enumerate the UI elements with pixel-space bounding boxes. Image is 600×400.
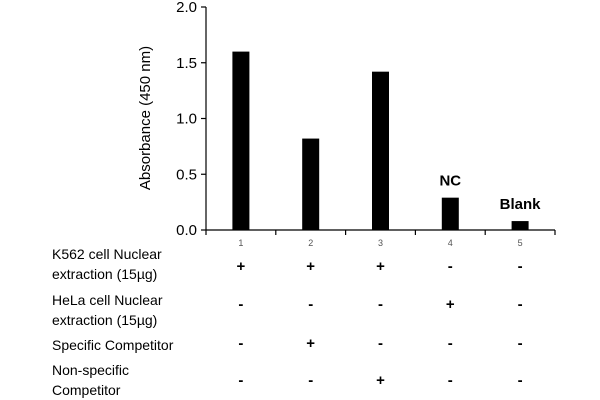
condition-sign: -: [447, 335, 453, 352]
condition-label-specific: Specific Competitor: [52, 335, 173, 355]
bar: [441, 197, 459, 230]
x-axis: 1 2 3 4 5: [205, 229, 556, 248]
condition-sign: -: [238, 296, 244, 313]
bar: [232, 51, 250, 230]
bar: [302, 138, 320, 230]
condition-label-nonspecific: Non-specific Competitor: [52, 360, 129, 400]
condition-sign: +: [306, 335, 316, 352]
x-tick-label: 2: [308, 238, 313, 248]
condition-label-line: extraction (15µg): [52, 266, 158, 282]
condition-sign: +: [445, 296, 455, 313]
condition-label-line: HeLa cell Nuclear: [52, 292, 163, 308]
x-tick-label: 3: [378, 238, 383, 248]
condition-label-line: extraction (15µg): [52, 312, 158, 328]
condition-sign: -: [378, 335, 383, 352]
condition-label-line: K562 cell Nuclear: [52, 246, 162, 262]
condition-sign: +: [236, 258, 246, 275]
x-tick-label: 1: [238, 238, 243, 248]
bar-annotation: Blank: [500, 196, 542, 213]
bar-annotations: NC Blank: [439, 173, 541, 213]
x-tick-label: 4: [448, 238, 453, 248]
condition-sign: -: [238, 335, 244, 352]
condition-sign: +: [376, 372, 385, 389]
condition-sign: -: [308, 372, 314, 389]
y-tick-label: 1.0: [176, 111, 197, 128]
bar-annotation: NC: [439, 173, 461, 190]
condition-label-hela: HeLa cell Nuclear extraction (15µg): [52, 290, 163, 330]
y-tick-label: 2.0: [176, 0, 197, 16]
condition-sign: +: [306, 258, 316, 275]
condition-label-line: Specific Competitor: [52, 337, 174, 353]
bar: [372, 71, 389, 230]
condition-label-line: Non-specific: [52, 362, 130, 378]
y-tick-label: 0.0: [176, 222, 197, 239]
condition-sign: -: [517, 258, 523, 275]
condition-sign: -: [308, 296, 314, 313]
y-tick-label: 0.5: [176, 166, 197, 183]
y-axis-label: Absorbance (450 nm): [137, 46, 154, 190]
condition-sign: -: [517, 296, 523, 313]
bars: [232, 51, 529, 230]
condition-label-line: Competitor: [52, 382, 121, 398]
condition-sign: -: [517, 372, 523, 389]
condition-sign: -: [447, 258, 453, 275]
condition-sign: -: [378, 296, 383, 313]
x-tick-label: 5: [518, 238, 523, 248]
condition-sign: -: [447, 372, 453, 389]
condition-sign: -: [517, 335, 523, 352]
bar: [511, 221, 529, 230]
condition-label-k562: K562 cell Nuclear extraction (15µg): [52, 244, 162, 284]
condition-sign: +: [376, 258, 385, 275]
y-tick-label: 1.5: [176, 55, 197, 72]
condition-sign: -: [238, 372, 244, 389]
y-axis: 0.0 0.5 1.0 1.5 2.0: [176, 0, 207, 239]
